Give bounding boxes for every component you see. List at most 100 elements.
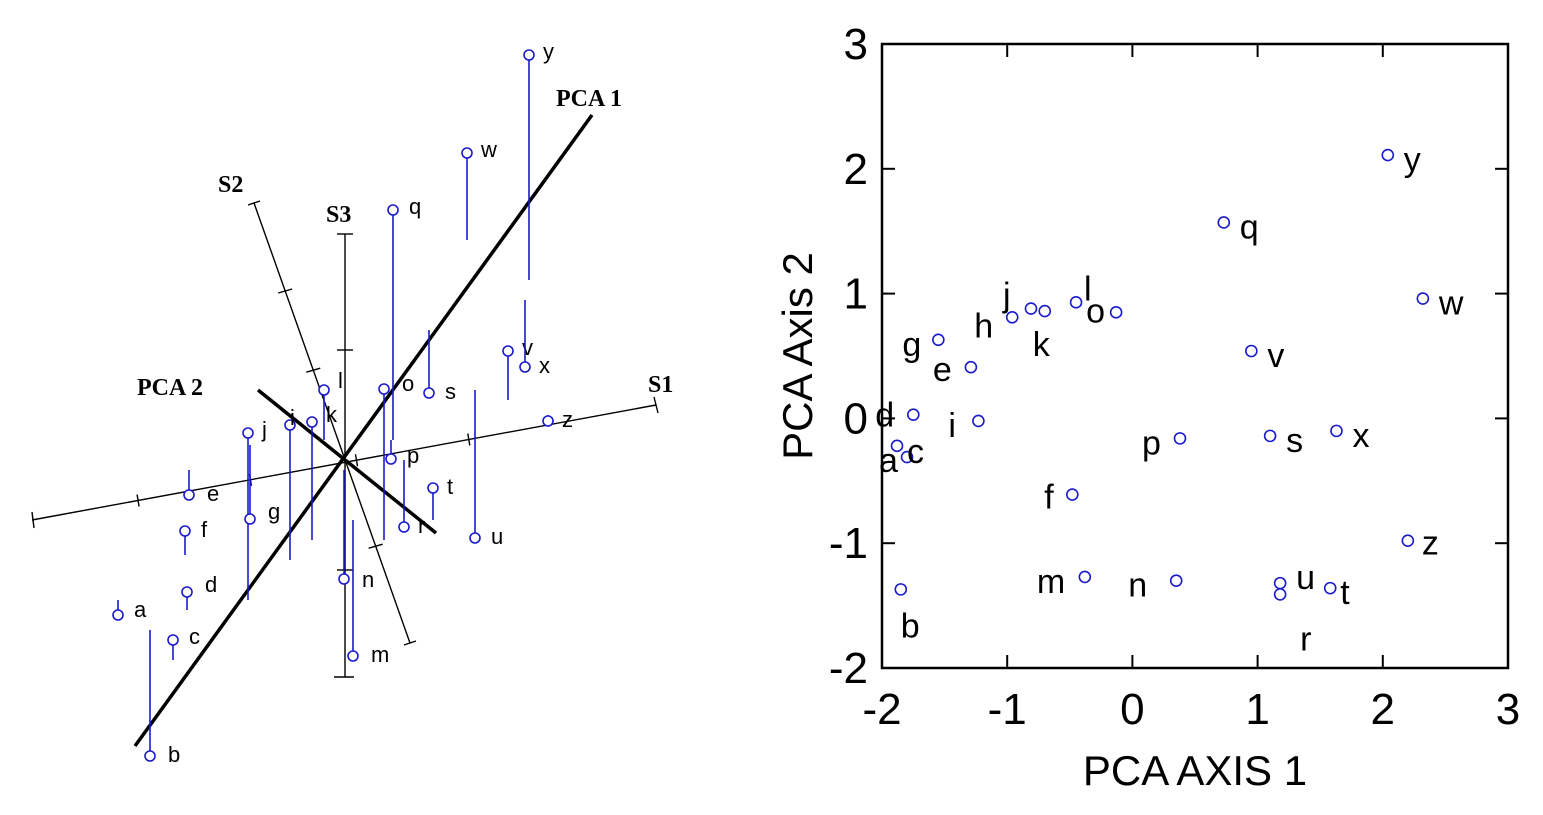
point-label: l [338, 368, 343, 393]
point-marker [894, 583, 908, 596]
x-tick-label: 1 [1245, 685, 1269, 734]
point-marker [542, 415, 554, 427]
point-marker [398, 521, 410, 533]
point-marker [1069, 296, 1083, 309]
point-marker [1416, 292, 1430, 305]
point-label: p [1142, 424, 1161, 462]
axis-label: PCA 1 [556, 86, 622, 112]
s1-axis-end [653, 396, 659, 414]
point-label: g [268, 499, 280, 524]
s2-axis-end [247, 200, 261, 206]
point-marker [1273, 588, 1287, 601]
plot-frame [880, 42, 1510, 670]
point-marker [890, 439, 904, 453]
point-marker [1401, 534, 1415, 548]
point-label: i [290, 405, 295, 430]
point-label: k [326, 402, 338, 427]
point-label: m [371, 642, 389, 667]
s2-tick [306, 367, 321, 373]
point-marker [318, 384, 330, 396]
y-tick-label: -2 [829, 644, 868, 693]
point-marker [338, 573, 350, 585]
point-marker [1109, 306, 1123, 319]
point-label: n [1128, 567, 1147, 605]
point-marker [1078, 570, 1092, 584]
point-marker [167, 634, 179, 646]
x-axis-label: PCA AXIS 1 [1083, 747, 1307, 794]
point-label: e [933, 351, 952, 389]
x-tick-label: 2 [1371, 685, 1395, 734]
point-marker [1173, 432, 1187, 445]
point-marker [932, 333, 945, 347]
axis-label: S3 [326, 202, 351, 228]
point-marker [1330, 424, 1343, 438]
point-label: n [362, 567, 374, 592]
point-label: z [562, 407, 573, 432]
point-label: p [407, 443, 419, 468]
s1-tick [467, 433, 471, 446]
s1-tick [136, 494, 140, 507]
s2-tick [278, 288, 293, 294]
point-label: v [522, 335, 533, 360]
point-label: x [1352, 417, 1369, 455]
point-label: c [189, 624, 200, 649]
y-tick-label: 2 [844, 145, 868, 194]
s2-axis-end [403, 640, 417, 646]
pca1-axis-line [133, 113, 594, 748]
pca-3d-diagram: S1 S2 S3 PCA 1 PCA 2 y w q vx z s o lk j p tr u ef g d i n a c m… [31, 39, 673, 767]
point-label: f [201, 517, 208, 542]
point-marker [242, 427, 254, 439]
x-tick-label: 3 [1496, 685, 1520, 734]
point-marker [1038, 304, 1052, 318]
x-tick-label: -1 [988, 685, 1027, 734]
point-marker [1217, 216, 1231, 229]
point-marker [284, 419, 296, 431]
point-label: w [480, 137, 497, 162]
point-label: q [1240, 208, 1259, 246]
y-tick-label: 0 [844, 394, 868, 443]
point-marker [1245, 344, 1258, 358]
point-label: q [409, 194, 421, 219]
point-marker [179, 525, 191, 537]
y-tick-label: 3 [844, 20, 868, 69]
x-tick-label: -2 [862, 685, 901, 734]
point-marker [1169, 574, 1183, 587]
point-label: t [1340, 574, 1350, 612]
point-label: l [1084, 270, 1092, 308]
s1-tick [354, 454, 359, 467]
point-label: c [907, 433, 924, 471]
point-label: z [1422, 525, 1439, 563]
point-marker [244, 513, 256, 525]
point-label: b [168, 742, 180, 767]
y-tick-label: 1 [844, 270, 868, 319]
point-label: u [491, 524, 503, 549]
point-marker [461, 147, 473, 159]
y-tick-label: -1 [829, 519, 868, 568]
point-marker [378, 383, 390, 395]
point-label: m [1037, 563, 1065, 601]
point-label: j [1002, 277, 1011, 315]
s2-tick [368, 543, 383, 549]
point-marker [519, 361, 531, 373]
axis-label: PCA 2 [137, 375, 203, 401]
point-label: e [207, 481, 219, 506]
point-marker [502, 345, 514, 357]
point-label: b [901, 607, 920, 645]
x-tick-label: 0 [1120, 685, 1144, 734]
point-label: r [1300, 620, 1311, 658]
point-marker [469, 532, 481, 544]
point-marker [144, 750, 156, 762]
point-marker [1024, 302, 1038, 315]
point-marker [907, 408, 920, 421]
point-label: d [205, 572, 217, 597]
point-label: t [447, 474, 453, 499]
point-marker [181, 586, 193, 598]
axis-label: S1 [648, 372, 673, 398]
point-label: a [134, 597, 147, 622]
point-label: h [974, 307, 993, 345]
point-marker [306, 416, 318, 428]
point-label: s [1286, 422, 1303, 460]
point-marker [112, 609, 124, 621]
point-marker [1005, 311, 1019, 324]
point-marker [972, 414, 985, 428]
